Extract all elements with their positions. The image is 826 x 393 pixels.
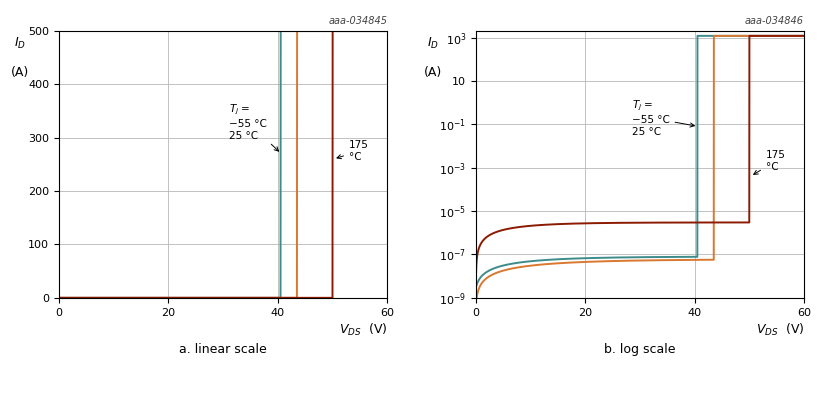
Text: 175
°C: 175 °C — [753, 151, 786, 174]
Text: $V_{DS}$  (V): $V_{DS}$ (V) — [339, 322, 387, 338]
Text: b. log scale: b. log scale — [604, 343, 676, 356]
Text: aaa-034845: aaa-034845 — [328, 16, 387, 26]
Text: (A): (A) — [424, 66, 443, 79]
Text: $I_D$: $I_D$ — [427, 37, 439, 51]
Text: aaa-034846: aaa-034846 — [745, 16, 804, 26]
Text: $T_j$ =
−55 °C
25 °C: $T_j$ = −55 °C 25 °C — [229, 103, 278, 151]
Text: $I_D$: $I_D$ — [14, 37, 26, 51]
Text: 175
°C: 175 °C — [337, 140, 368, 162]
Text: a. linear scale: a. linear scale — [179, 343, 267, 356]
Text: $T_j$ =
−55 °C
25 °C: $T_j$ = −55 °C 25 °C — [632, 99, 695, 137]
Text: $V_{DS}$  (V): $V_{DS}$ (V) — [756, 322, 804, 338]
Text: (A): (A) — [11, 66, 29, 79]
